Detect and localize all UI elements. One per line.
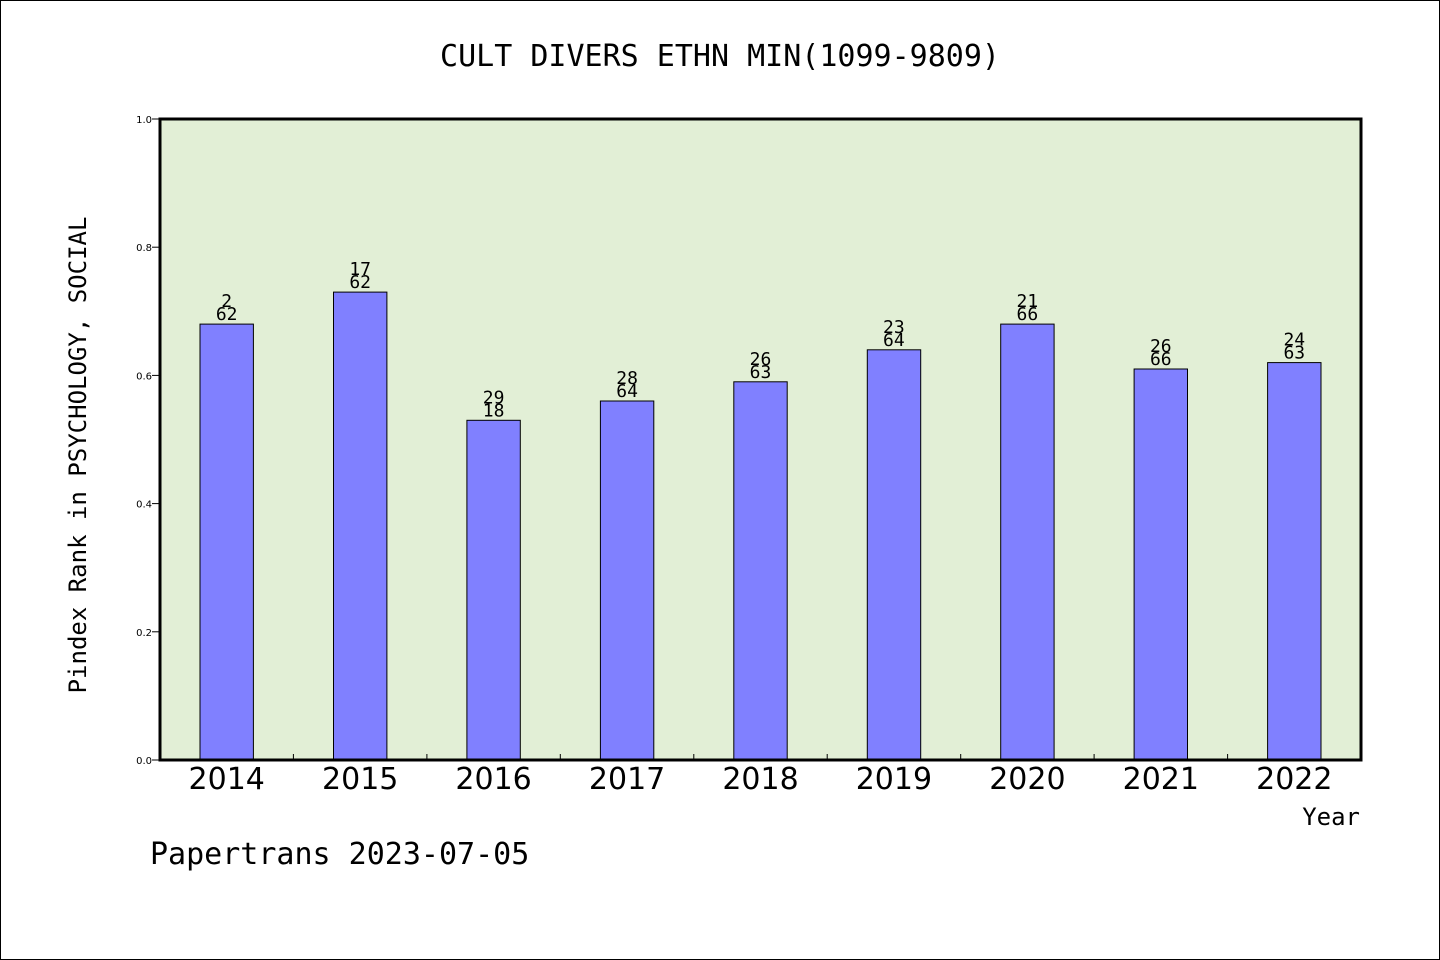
bar-label-2017-line-2: 64 — [616, 381, 638, 402]
y-tick-label-0.4: 0.4 — [136, 500, 152, 511]
bar-label-2019-line-1: 23 — [883, 317, 905, 338]
y-tick-label-0.0: 0.0 — [136, 756, 152, 767]
bar-label-2019-line-2: 64 — [883, 330, 905, 351]
bar-label-2021-line-2: 66 — [1150, 349, 1172, 370]
bar-label-2016-line-1: 29 — [483, 387, 505, 408]
bar-2019 — [866, 349, 922, 761]
x-tick-label-2014: 2014 — [189, 762, 265, 797]
x-tick-label-2019: 2019 — [856, 762, 932, 797]
bar-2021 — [1133, 368, 1188, 761]
bar-label-2018-line-2: 63 — [750, 362, 772, 383]
x-axis-label: Year — [1302, 803, 1360, 831]
bar-2014 — [199, 323, 254, 761]
bar-label-2017-line-1: 28 — [616, 368, 638, 389]
bar-label-2020-line-1: 21 — [1017, 291, 1039, 312]
x-tick-label-2016: 2016 — [455, 762, 531, 797]
bar-label-2016-line-2: 18 — [483, 400, 505, 421]
bar-label-2022-line-2: 63 — [1283, 343, 1305, 364]
footer-credit: Papertrans 2023-07-05 — [150, 837, 529, 872]
x-tick-label-2021: 2021 — [1123, 762, 1199, 797]
chart-title: CULT DIVERS ETHN MIN(1099-9809) — [440, 39, 1000, 74]
y-tick-label-0.8: 0.8 — [136, 243, 152, 254]
y-tick-label-0.6: 0.6 — [136, 371, 152, 382]
bar-label-2020-line-2: 66 — [1017, 304, 1039, 325]
y-axis: 0.0 0.2 0.4 0.6 0.8 1.0 — [136, 115, 160, 767]
y-axis-label: Pindex Rank in PSYCHOLOGY, SOCIAL — [64, 217, 92, 694]
bar-2022 — [1267, 362, 1322, 761]
bar-2018 — [733, 381, 788, 761]
x-tick-label-2015: 2015 — [322, 762, 398, 797]
bar-2015 — [333, 291, 388, 761]
bar-label-2015-line-2: 62 — [349, 272, 371, 293]
bar-label-2015-line-1: 17 — [349, 259, 371, 280]
x-tick-label-2018: 2018 — [722, 762, 798, 797]
x-tick-label-2017: 2017 — [589, 762, 665, 797]
x-tick-label-2020: 2020 — [989, 762, 1065, 797]
bars-layer — [199, 291, 1322, 761]
y-tick-label-1.0: 1.0 — [136, 115, 152, 126]
bar-label-2021-line-1: 26 — [1150, 336, 1172, 357]
bar-2017 — [599, 400, 655, 761]
bar-label-2014-line-1: 2 — [221, 291, 232, 312]
x-tick-label-2022: 2022 — [1256, 762, 1332, 797]
bar-label-2022-line-1: 24 — [1283, 330, 1305, 351]
bar-label-2014-line-2: 62 — [216, 304, 238, 325]
bar-2016 — [466, 419, 521, 761]
bar-label-2018-line-1: 26 — [750, 349, 772, 370]
bar-2020 — [1000, 323, 1055, 761]
x-axis: 2014 2015 2016 2017 2018 2019 2020 2021 2022 — [189, 754, 1332, 797]
plot-border — [158, 117, 1363, 762]
y-tick-label-0.2: 0.2 — [136, 628, 152, 639]
